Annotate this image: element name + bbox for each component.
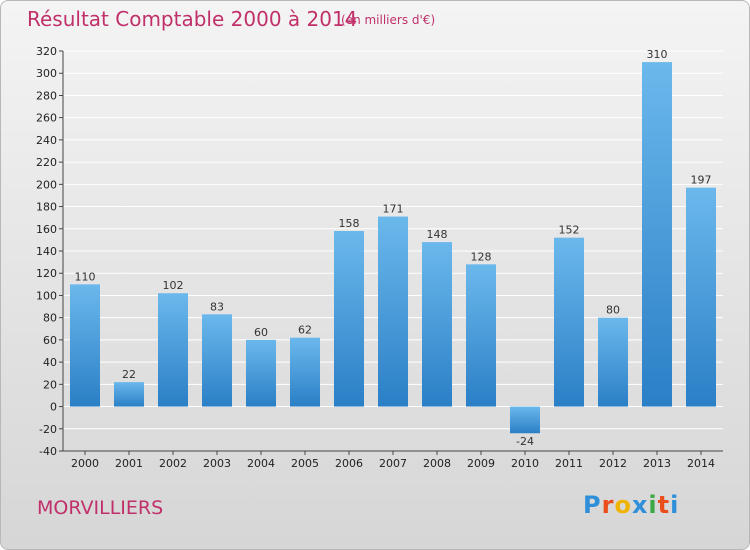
x-tick-label: 2006 [335, 457, 363, 470]
bar-2011 [554, 237, 584, 407]
bar-2006 [334, 231, 364, 407]
data-label-2001: 22 [122, 368, 136, 381]
chart-subtitle: (en milliers d'€) [341, 13, 436, 27]
data-label-2009: 128 [471, 250, 492, 263]
x-tick-label: 2005 [291, 457, 319, 470]
x-tick-label: 2007 [379, 457, 407, 470]
bars [70, 62, 716, 434]
data-label-2005: 62 [298, 324, 312, 337]
y-tick-label: -40 [39, 445, 57, 458]
x-tick-label: 2014 [687, 457, 715, 470]
x-tick-label: 2001 [115, 457, 143, 470]
bar-2008 [422, 242, 452, 407]
data-label-2003: 83 [210, 300, 224, 313]
x-tick-label: 2004 [247, 457, 275, 470]
data-label-2011: 152 [559, 224, 580, 237]
proxiti-logo[interactable]: Proxiti [583, 491, 680, 519]
bar-2013 [642, 62, 672, 407]
bar-2014 [686, 187, 716, 407]
y-tick-label: 140 [36, 245, 57, 258]
data-label-2014: 197 [691, 174, 712, 187]
data-label-2008: 148 [427, 228, 448, 241]
y-tick-label: -20 [39, 423, 57, 436]
bar-2007 [378, 216, 408, 407]
bar-2010 [510, 406, 540, 434]
y-tick-label: 60 [43, 334, 57, 347]
y-tick-label: 120 [36, 267, 57, 280]
bar-2012 [598, 317, 628, 407]
bar-2000 [70, 284, 100, 407]
y-tick-label: 0 [50, 401, 57, 414]
data-label-2010: -24 [516, 435, 534, 448]
commune-name: MORVILLIERS [37, 497, 164, 519]
y-tick-label: 40 [43, 356, 57, 369]
data-label-2012: 80 [606, 304, 620, 317]
axes: -40 -20 0 20 40 60 80 100 120 140 160 180 200 220 240 2… [36, 45, 723, 470]
y-tick-label: 220 [36, 156, 57, 169]
data-label-2002: 102 [163, 279, 184, 292]
y-tick-label: 180 [36, 201, 57, 214]
x-tick-label: 2013 [643, 457, 671, 470]
y-tick-label: 100 [36, 289, 57, 302]
bar-2002 [158, 293, 188, 407]
data-label-2006: 158 [339, 217, 360, 230]
bar-2004 [246, 339, 276, 407]
x-tick-label: 2009 [467, 457, 495, 470]
y-tick-label: 160 [36, 223, 57, 236]
data-label-2013: 310 [647, 48, 668, 61]
bar-2003 [202, 314, 232, 407]
chart-title: Résultat Comptable 2000 à 2014 [27, 7, 358, 31]
y-tick-label: 300 [36, 67, 57, 80]
y-tick-label: 80 [43, 312, 57, 325]
data-label-2004: 60 [254, 326, 268, 339]
bar-2005 [290, 337, 320, 407]
y-tick-label: 20 [43, 378, 57, 391]
x-tick-label: 2008 [423, 457, 451, 470]
bar-2009 [466, 264, 496, 407]
y-tick-label: 260 [36, 112, 57, 125]
data-label-2000: 110 [75, 270, 96, 283]
y-tick-label: 320 [36, 45, 57, 58]
x-tick-label: 2011 [555, 457, 583, 470]
data-labels: 110 22 102 83 60 62 158 171 148 128 -24 152 80 310 197 [75, 48, 712, 448]
y-tick-label: 200 [36, 178, 57, 191]
y-tick-label: 240 [36, 134, 57, 147]
x-tick-label: 2012 [599, 457, 627, 470]
data-label-2007: 171 [383, 203, 404, 216]
x-tick-label: 2003 [203, 457, 231, 470]
x-tick-label: 2000 [71, 457, 99, 470]
y-tick-label: 280 [36, 89, 57, 102]
x-tick-label: 2010 [511, 457, 539, 470]
bar-2001 [114, 382, 144, 407]
x-tick-label: 2002 [159, 457, 187, 470]
